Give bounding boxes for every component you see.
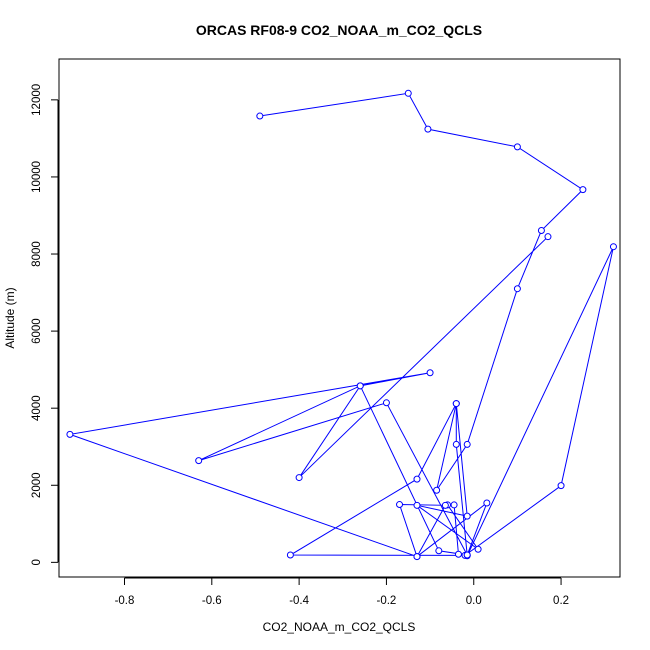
series-line [67,92,614,558]
x-axis-label: CO2_NOAA_m_CO2_QCLS [263,620,416,634]
x-tick-label: -0.4 [289,595,309,607]
x-tick-label: -0.8 [115,595,135,607]
data-point [435,547,443,555]
y-tick-label: 4000 [31,395,43,421]
data-point [413,501,421,509]
data-point [404,89,412,97]
y-axis: 0 2000 4000 6000 8000 10000 12000 [31,84,59,566]
y-tick-label: 0 [31,559,43,565]
data-point [537,227,545,235]
data-point [450,501,458,509]
data-point [441,501,449,509]
data-point [452,440,460,448]
data-point [452,400,460,408]
data-point [557,482,565,490]
data-point [295,474,303,482]
series-points [66,89,617,561]
data-point [413,553,421,561]
y-axis-label: Altitude (m) [3,287,17,348]
data-point [424,125,432,133]
x-tick-label: -0.6 [202,595,222,607]
data-point [286,551,294,559]
data-point [433,486,441,494]
x-tick-label: 0.0 [466,595,482,607]
data-point [483,499,491,507]
x-axis: -0.8 -0.6 -0.4 -0.2 0.0 0.2 [115,577,569,607]
series-path [67,92,614,558]
y-tick-label: 10000 [31,161,43,193]
plot-area [58,58,621,578]
data-point [463,551,471,559]
data-point [609,243,617,251]
y-tick-label: 8000 [31,241,43,267]
data-point [382,399,390,407]
data-point [513,285,521,293]
data-point [544,233,552,241]
data-point [396,501,404,509]
y-tick-label: 6000 [31,318,43,344]
data-point [413,475,421,483]
data-point [66,430,74,438]
data-point [463,512,471,520]
data-point [579,186,587,194]
y-tick-label: 2000 [31,472,43,498]
x-tick-label: -0.2 [377,595,397,607]
data-point [463,440,471,448]
data-point [356,382,364,390]
data-point [513,143,521,151]
data-point [454,550,462,558]
chart-title: ORCAS RF08-9 CO2_NOAA_m_CO2_QCLS [196,22,482,38]
data-point [474,545,482,553]
data-point [426,369,434,377]
data-point [195,457,203,465]
x-tick-label: 0.2 [553,595,569,607]
y-tick-label: 12000 [31,84,43,116]
data-point [256,112,264,120]
